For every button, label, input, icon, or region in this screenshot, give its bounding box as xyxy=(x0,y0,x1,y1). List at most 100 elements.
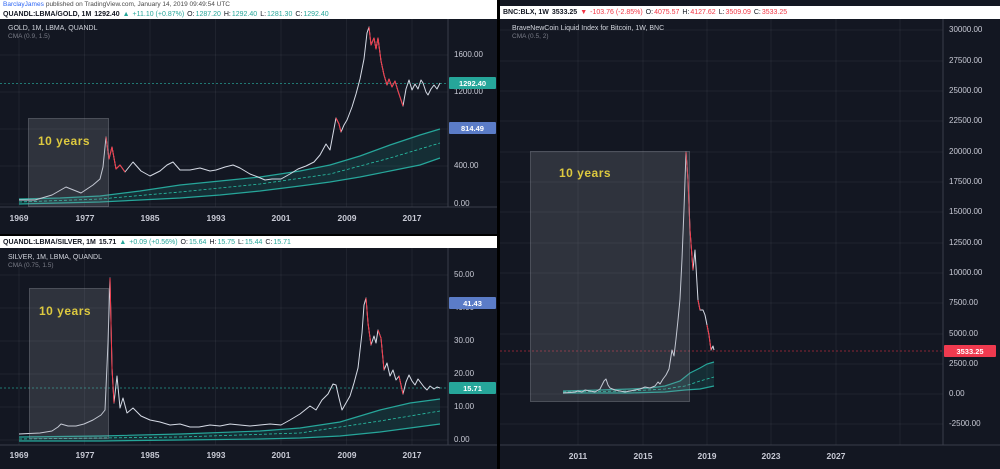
gold-close-label: C: xyxy=(295,10,303,18)
silver-year-label: 2009 xyxy=(337,450,357,460)
silver-year-label: 1977 xyxy=(75,450,95,460)
attribution-text: published on TradingView.com, January 14… xyxy=(45,1,230,8)
gold-low-label: L: xyxy=(260,10,267,18)
gold-last-price: 1292.40 xyxy=(94,10,120,18)
down-arrow-icon: ▼ xyxy=(580,9,588,16)
gold-year-label: 1993 xyxy=(206,213,226,223)
btc-chart-pane[interactable]: BraveNewCoin Liquid Index for Bitcoin, 1… xyxy=(500,19,1000,469)
silver-scale-tick: 0.00 xyxy=(454,435,470,444)
gold-high: 1292.40 xyxy=(231,10,258,18)
silver-year-label: 2001 xyxy=(271,450,291,460)
btc-price-scale[interactable]: 30000.00 27500.00 25000.00 22500.00 2000… xyxy=(943,19,1000,445)
silver-scale-tick: 50.00 xyxy=(454,270,475,279)
silver-scale-tick: 20.00 xyxy=(454,369,475,378)
gold-open: 1287.20 xyxy=(195,10,221,18)
silver-close: 15.71 xyxy=(273,238,291,246)
btc-scale-tick: 27500.00 xyxy=(949,56,983,65)
gold-price-scale[interactable]: 1600.00 1200.00 400.00 0.00 1292.40 814.… xyxy=(448,19,497,208)
gold-year-label: 1977 xyxy=(75,213,95,223)
btc-high: 4127.62 xyxy=(690,9,716,16)
silver-year-label: 1993 xyxy=(206,450,226,460)
silver-band-badge: 41.43 xyxy=(449,297,496,309)
silver-chart-pane[interactable]: SILVER, 1M, LBMA, QUANDL CMA (0.75, 1.5)… xyxy=(0,248,497,469)
gold-scale-tick: 400.00 xyxy=(454,161,479,170)
gold-close: 1292.40 xyxy=(303,10,329,18)
btc-scale-tick: 17500.00 xyxy=(949,177,983,186)
silver-high: 15.75 xyxy=(217,238,235,246)
gold-year-label: 2017 xyxy=(402,213,422,223)
gold-open-label: O: xyxy=(187,10,195,18)
silver-scale-tick: 10.00 xyxy=(454,402,475,411)
gold-year-label: 1969 xyxy=(9,213,29,223)
silver-open-label: O: xyxy=(180,238,188,246)
btc-change: -103.76 (-2.85%) xyxy=(590,9,643,16)
annotation-box-silver: 10 years xyxy=(29,288,109,439)
btc-time-axis[interactable]: 2011 2015 2019 2023 2027 xyxy=(500,446,943,469)
btc-close: 3533.25 xyxy=(761,9,788,16)
btc-scale-tick: 20000.00 xyxy=(949,147,983,156)
gold-symbol-bar: QUANDL:LBMA/GOLD, 1M 1292.40 ▲ +11.10 (+… xyxy=(0,9,500,19)
btc-symbol-bar: BNC:BLX, 1W 3533.25 ▼ -103.76 (-2.85%) O… xyxy=(500,6,1000,19)
author-link[interactable]: BarclayJames xyxy=(3,1,44,8)
btc-close-label: C: xyxy=(753,9,761,16)
gold-band-badge: 814.49 xyxy=(449,122,496,134)
gold-chart-pane[interactable]: GOLD, 1M, LBMA, QUANDL CMA (0.9, 1.5) 10… xyxy=(0,19,497,234)
silver-time-axis[interactable]: 1969 1977 1985 1993 2001 2009 2017 xyxy=(0,446,448,469)
up-arrow-icon: ▲ xyxy=(122,10,130,18)
annotation-box-btc: 10 years xyxy=(530,151,690,402)
gold-scale-tick: 1200.00 xyxy=(454,87,483,96)
gold-high-label: H: xyxy=(223,10,231,18)
silver-scale-tick: 30.00 xyxy=(454,336,475,345)
silver-year-label: 2017 xyxy=(402,450,422,460)
silver-close-label: C: xyxy=(265,238,273,246)
btc-scale-tick: -2500.00 xyxy=(949,419,981,428)
silver-annotation-label: 10 years xyxy=(39,304,92,318)
btc-year-label: 2019 xyxy=(697,451,717,461)
btc-scale-tick: 15000.00 xyxy=(949,207,983,216)
silver-low: 15.44 xyxy=(244,238,263,246)
silver-price-scale[interactable]: 50.00 40.00 30.00 20.00 10.00 0.00 41.43… xyxy=(448,248,497,445)
btc-price-badge: 3533.25 xyxy=(944,345,996,357)
btc-scale-tick: 2500.00 xyxy=(949,359,978,368)
silver-symbol: QUANDL:LBMA/SILVER, 1M xyxy=(3,238,96,246)
silver-open: 15.64 xyxy=(188,238,207,246)
annotation-box-gold: 10 years xyxy=(28,118,109,207)
attribution-bar: BarclayJames published on TradingView.co… xyxy=(0,0,500,9)
up-arrow-icon: ▲ xyxy=(119,238,127,246)
gold-time-axis[interactable]: 1969 1977 1985 1993 2001 2009 2017 xyxy=(0,208,448,234)
btc-open: 4075.57 xyxy=(654,9,680,16)
gold-plot xyxy=(0,19,497,208)
btc-low-label: L: xyxy=(718,9,725,16)
gold-year-label: 2009 xyxy=(337,213,357,223)
pane-divider[interactable] xyxy=(497,0,500,469)
silver-symbol-bar: QUANDL:LBMA/SILVER, 1M 15.71 ▲ +0.09 (+0… xyxy=(0,236,500,248)
silver-high-label: H: xyxy=(209,238,217,246)
btc-high-label: H: xyxy=(682,9,690,16)
btc-low: 3509.09 xyxy=(725,9,751,16)
btc-last-price: 3533.25 xyxy=(551,9,578,16)
gold-annotation-label: 10 years xyxy=(38,134,91,148)
btc-annotation-label: 10 years xyxy=(559,166,612,180)
btc-scale-tick: 7500.00 xyxy=(949,298,978,307)
gold-change: +11.10 (+0.87%) xyxy=(132,10,185,18)
btc-scale-tick: 30000.00 xyxy=(949,25,983,34)
gold-year-label: 2001 xyxy=(271,213,291,223)
silver-last-price: 15.71 xyxy=(98,238,117,246)
gold-scale-tick: 1600.00 xyxy=(454,50,483,59)
silver-change: +0.09 (+0.56%) xyxy=(129,238,178,246)
btc-year-label: 2023 xyxy=(761,451,781,461)
btc-scale-tick: 5000.00 xyxy=(949,329,978,338)
btc-plot xyxy=(500,19,1000,446)
silver-year-label: 1985 xyxy=(140,450,160,460)
btc-open-label: O: xyxy=(645,9,654,16)
btc-header-spacer xyxy=(500,0,1000,6)
btc-scale-tick: 25000.00 xyxy=(949,86,983,95)
btc-scale-tick: 12500.00 xyxy=(949,238,983,247)
gold-price-badge: 1292.40 xyxy=(449,77,496,89)
gold-low: 1281.30 xyxy=(267,10,293,18)
gold-year-label: 1985 xyxy=(140,213,160,223)
silver-price-badge: 15.71 xyxy=(449,382,496,394)
btc-scale-tick: 22500.00 xyxy=(949,116,983,125)
btc-year-label: 2015 xyxy=(633,451,653,461)
